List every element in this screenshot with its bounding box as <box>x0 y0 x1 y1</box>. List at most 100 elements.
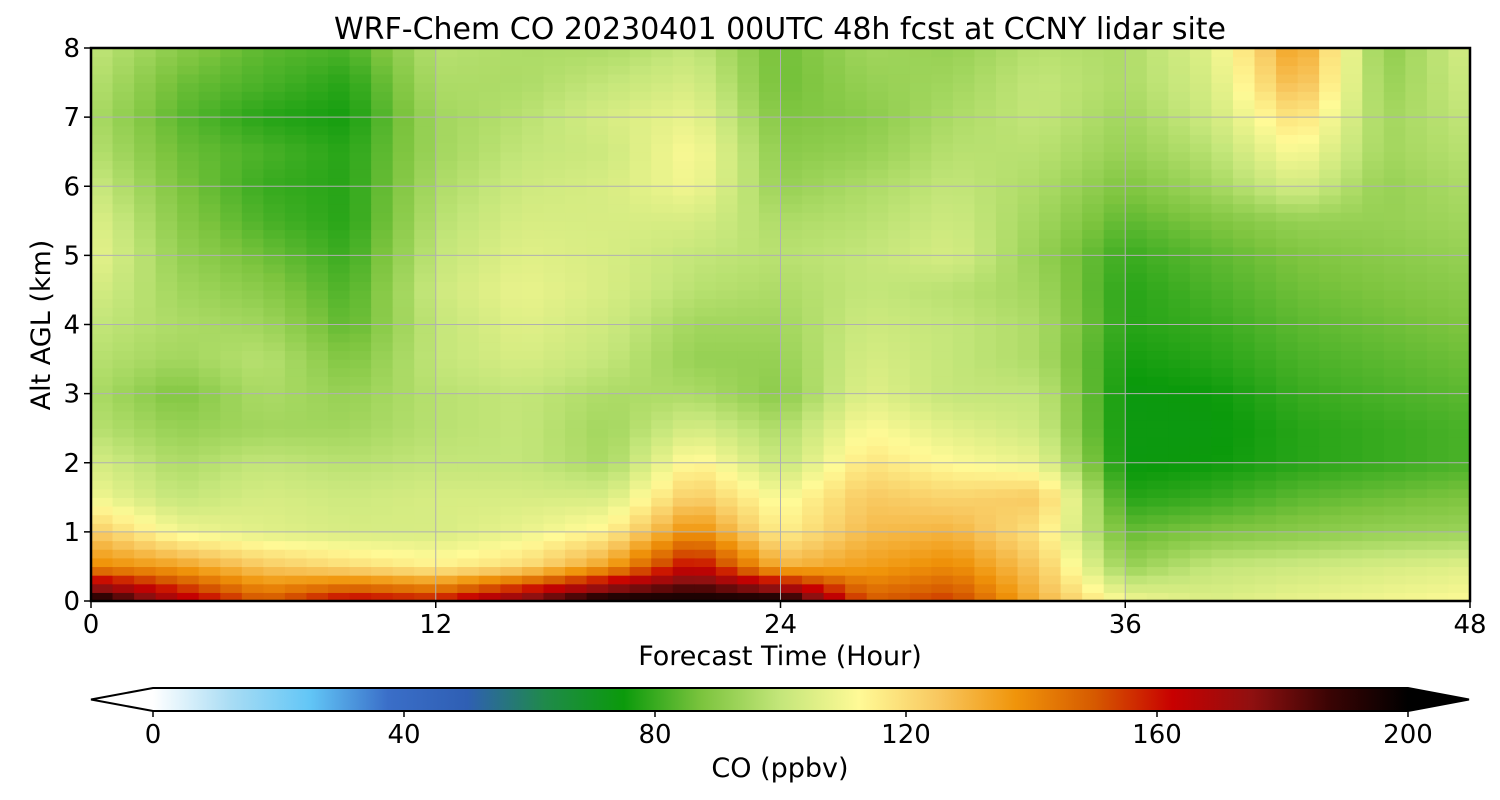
heatmap-cell <box>565 108 588 118</box>
heatmap-cell <box>328 203 351 213</box>
heatmap-cell <box>952 480 976 490</box>
heatmap-cell <box>1297 367 1320 377</box>
heatmap-cell <box>392 177 415 187</box>
heatmap-cell <box>1125 186 1148 196</box>
heatmap-cell <box>931 48 954 58</box>
heatmap-cell <box>435 168 458 179</box>
heatmap-cell <box>392 471 415 481</box>
heatmap-cell <box>134 566 157 576</box>
heatmap-cell <box>177 384 200 395</box>
heatmap-cell <box>1276 480 1299 490</box>
heatmap-cell <box>651 177 674 187</box>
heatmap-cell <box>134 65 157 75</box>
heatmap-cell <box>414 592 437 601</box>
heatmap-cell <box>866 549 889 559</box>
heatmap-cell <box>1211 359 1234 369</box>
heatmap-cell <box>1082 531 1105 542</box>
heatmap-cell <box>1448 125 1470 136</box>
heatmap-cell <box>543 454 566 464</box>
heatmap-cell <box>371 445 394 455</box>
heatmap-cell <box>565 341 588 352</box>
heatmap-cell <box>952 592 976 601</box>
heatmap-cell <box>284 540 308 550</box>
heatmap-cell <box>263 497 286 507</box>
heatmap-cell <box>1168 592 1191 601</box>
heatmap-cell <box>672 376 695 386</box>
heatmap-cell <box>845 471 868 481</box>
heatmap-cell <box>909 177 932 187</box>
heatmap-cell <box>263 592 286 601</box>
heatmap-cell <box>306 289 329 300</box>
heatmap-cell <box>715 186 739 196</box>
heatmap-cell <box>478 471 501 481</box>
heatmap-cell <box>435 99 458 110</box>
heatmap-cell <box>737 436 760 447</box>
heatmap-cell <box>220 203 243 213</box>
heatmap-cell <box>823 298 846 308</box>
heatmap-cell <box>608 359 631 369</box>
heatmap-cell <box>371 151 394 161</box>
heatmap-cell <box>608 575 631 585</box>
heatmap-cell <box>1017 143 1040 153</box>
heatmap-cell <box>349 82 372 92</box>
heatmap-cell <box>802 583 825 593</box>
heatmap-cell <box>974 359 997 369</box>
heatmap-cell <box>1103 108 1126 118</box>
heatmap-cell <box>263 73 286 84</box>
heatmap-cell <box>1297 99 1320 110</box>
heatmap-cell <box>392 307 415 317</box>
heatmap-cell <box>672 531 695 542</box>
heatmap-cell <box>91 65 114 75</box>
heatmap-cell <box>1383 376 1406 386</box>
heatmap-cell <box>1232 315 1256 326</box>
heatmap-cell <box>1125 108 1148 118</box>
heatmap-cell <box>1146 255 1169 265</box>
heatmap-cell <box>1254 583 1277 593</box>
heatmap-cell <box>1168 194 1191 205</box>
heatmap-cell <box>478 177 501 187</box>
heatmap-cell <box>306 583 329 593</box>
heatmap-cell <box>177 419 200 429</box>
heatmap-cell <box>586 151 609 161</box>
heatmap-cell <box>952 168 976 179</box>
heatmap-cell <box>802 212 825 222</box>
heatmap-cell <box>931 73 954 84</box>
heatmap-cell <box>328 419 351 429</box>
heatmap-cell <box>371 246 394 256</box>
heatmap-cell <box>651 73 674 84</box>
heatmap-cell <box>1362 255 1385 265</box>
heatmap-cell <box>543 497 566 507</box>
heatmap-cell <box>1125 255 1148 265</box>
heatmap-cell <box>1383 289 1406 300</box>
heatmap-cell <box>521 272 545 282</box>
heatmap-cell <box>521 540 545 550</box>
heatmap-cell <box>845 255 868 265</box>
heatmap-cell <box>1168 583 1191 593</box>
heatmap-cell <box>1383 281 1406 291</box>
heatmap-cell <box>737 497 760 507</box>
heatmap-cell <box>112 307 135 317</box>
heatmap-cell <box>112 549 135 559</box>
heatmap-cell <box>1254 462 1277 472</box>
heatmap-cell <box>91 350 114 360</box>
heatmap-cell <box>1211 575 1234 585</box>
heatmap-cell <box>1189 384 1213 395</box>
heatmap-cell <box>543 367 566 377</box>
heatmap-cell <box>1060 549 1083 559</box>
heatmap-cell <box>909 324 932 334</box>
heatmap-cell <box>155 359 178 369</box>
heatmap-cell <box>1383 246 1406 256</box>
heatmap-cell <box>608 108 631 118</box>
heatmap-cell <box>220 514 243 524</box>
heatmap-cell <box>694 307 717 317</box>
heatmap-cell <box>543 341 566 352</box>
heatmap-cell <box>112 350 135 360</box>
heatmap-cell <box>1254 324 1277 334</box>
heatmap-cell <box>478 557 501 568</box>
heatmap-cell <box>543 246 566 256</box>
heatmap-cell <box>435 393 458 403</box>
heatmap-cell <box>435 557 458 568</box>
heatmap-cell <box>1082 480 1105 490</box>
heatmap-cell <box>478 315 501 326</box>
heatmap-cell <box>1039 523 1062 533</box>
